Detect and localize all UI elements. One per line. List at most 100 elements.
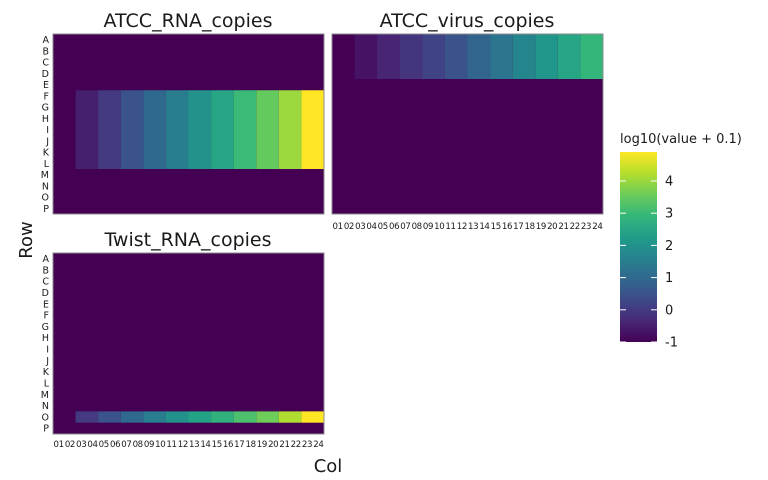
col-tick-label: 21 <box>558 222 568 232</box>
col-tick-label: 05 <box>99 440 109 450</box>
col-tick-label: 16 <box>502 222 512 232</box>
row-tick-label: D <box>42 288 49 299</box>
colorbar-tick-label: 1 <box>665 271 673 286</box>
heatmap-tile <box>301 90 324 169</box>
row-tick-label: M <box>41 170 49 181</box>
x-axis-label: Col <box>314 456 343 477</box>
heatmap-tile <box>278 411 302 423</box>
col-tick-label: 14 <box>479 222 489 232</box>
col-tick-label: 06 <box>389 222 399 232</box>
col-tick-label: 14 <box>200 440 210 450</box>
row-tick-label: F <box>44 91 49 102</box>
heatmap-tile <box>399 34 423 79</box>
heatmap-tile <box>233 90 257 169</box>
heatmap-tile <box>165 90 189 169</box>
heatmap-tile <box>301 411 324 423</box>
row-tick-label: E <box>43 80 49 91</box>
colorbar-legend: log10(value + 0.1) -1 0 1 2 3 4 <box>620 132 742 351</box>
heatmap-tile <box>377 34 400 79</box>
col-tick-label: 15 <box>212 440 222 450</box>
row-tick-label: N <box>42 181 49 192</box>
heatmap-tile <box>512 34 536 79</box>
colorbar-tick-label: 3 <box>665 207 673 222</box>
colorbar <box>620 152 657 342</box>
heatmap-tile <box>233 411 257 423</box>
col-tick-label: 17 <box>234 440 244 450</box>
heatmap-tile <box>120 90 144 169</box>
colorbar-tick-label: 2 <box>665 239 673 254</box>
row-tick-label: J <box>45 136 49 147</box>
heatmap-tile <box>256 90 279 169</box>
col-tick-label: 20 <box>547 222 557 232</box>
row-tick-label: P <box>43 204 49 215</box>
row-tick-label: O <box>42 193 49 204</box>
col-tick-label: 19 <box>257 440 267 450</box>
col-tick-label: 02 <box>65 440 75 450</box>
heatmap-tile <box>120 411 144 423</box>
row-tick-label: F <box>44 311 49 322</box>
row-tick-label: H <box>42 114 49 125</box>
heatmap-background-tile <box>53 253 324 434</box>
row-tick-label: I <box>46 125 49 136</box>
col-tick-label: 24 <box>592 222 602 232</box>
row-tick-label: K <box>43 367 50 378</box>
row-tick-label: A <box>43 254 50 265</box>
col-tick-label: 22 <box>291 440 301 450</box>
heatmap-tile <box>143 90 166 169</box>
col-tick-label: 12 <box>178 440 188 450</box>
panel-title: ATCC_virus_copies <box>380 10 555 32</box>
heatmap-tile <box>354 34 378 79</box>
col-tick-label: 10 <box>155 440 165 450</box>
col-tick-label: 03 <box>76 440 86 450</box>
row-tick-label: A <box>43 35 50 46</box>
col-tick-label: 08 <box>133 440 143 450</box>
panel-border <box>52 252 325 435</box>
row-tick-label: C <box>42 58 49 69</box>
col-tick-label: 06 <box>110 440 120 450</box>
heatmap-tile <box>444 34 468 79</box>
row-tick-label: P <box>43 424 49 435</box>
col-tick-label: 18 <box>245 440 255 450</box>
heatmap-tile <box>211 90 234 169</box>
col-tick-label: 21 <box>279 440 289 450</box>
col-tick-label: 08 <box>412 222 422 232</box>
heatmap-tile <box>256 411 279 423</box>
row-tick-label: J <box>45 356 49 367</box>
row-tick-label: G <box>42 103 49 114</box>
heatmap-tile <box>557 34 581 79</box>
heatmap-tile <box>422 34 445 79</box>
col-tick-label: 02 <box>344 222 354 232</box>
facet-panels: ATCC_RNA_copiesABCDEFGHIJKLMNOPATCC_viru… <box>41 10 604 450</box>
y-axis-label: Row <box>16 221 37 258</box>
col-tick-label: 19 <box>536 222 546 232</box>
panel-border <box>331 33 604 215</box>
row-tick-label: E <box>43 299 49 310</box>
col-tick-label: 20 <box>268 440 278 450</box>
col-tick-label: 23 <box>581 222 591 232</box>
col-tick-label: 13 <box>468 222 478 232</box>
panel-border <box>52 33 325 215</box>
col-tick-label: 01 <box>54 440 64 450</box>
col-tick-label: 12 <box>457 222 467 232</box>
col-tick-label: 13 <box>189 440 199 450</box>
row-tick-label: B <box>42 265 49 276</box>
col-tick-label: 22 <box>570 222 580 232</box>
row-tick-label: H <box>42 333 49 344</box>
heatmap-tile <box>98 90 121 169</box>
panel-title: ATCC_RNA_copies <box>104 10 273 32</box>
col-tick-label: 24 <box>313 440 323 450</box>
row-tick-label: M <box>41 390 49 401</box>
col-tick-label: 11 <box>445 222 455 232</box>
row-tick-label: D <box>42 69 49 80</box>
colorbar-tick-label: -1 <box>665 336 678 351</box>
colorbar-tick-label: 0 <box>665 303 673 318</box>
col-tick-label: 18 <box>524 222 534 232</box>
heatmap-tile <box>188 90 212 169</box>
col-tick-label: 17 <box>513 222 523 232</box>
heatmap-tile <box>75 411 99 423</box>
colorbar-tick-label: 4 <box>665 174 673 189</box>
row-tick-label: I <box>46 345 49 356</box>
row-tick-label: C <box>42 277 49 288</box>
